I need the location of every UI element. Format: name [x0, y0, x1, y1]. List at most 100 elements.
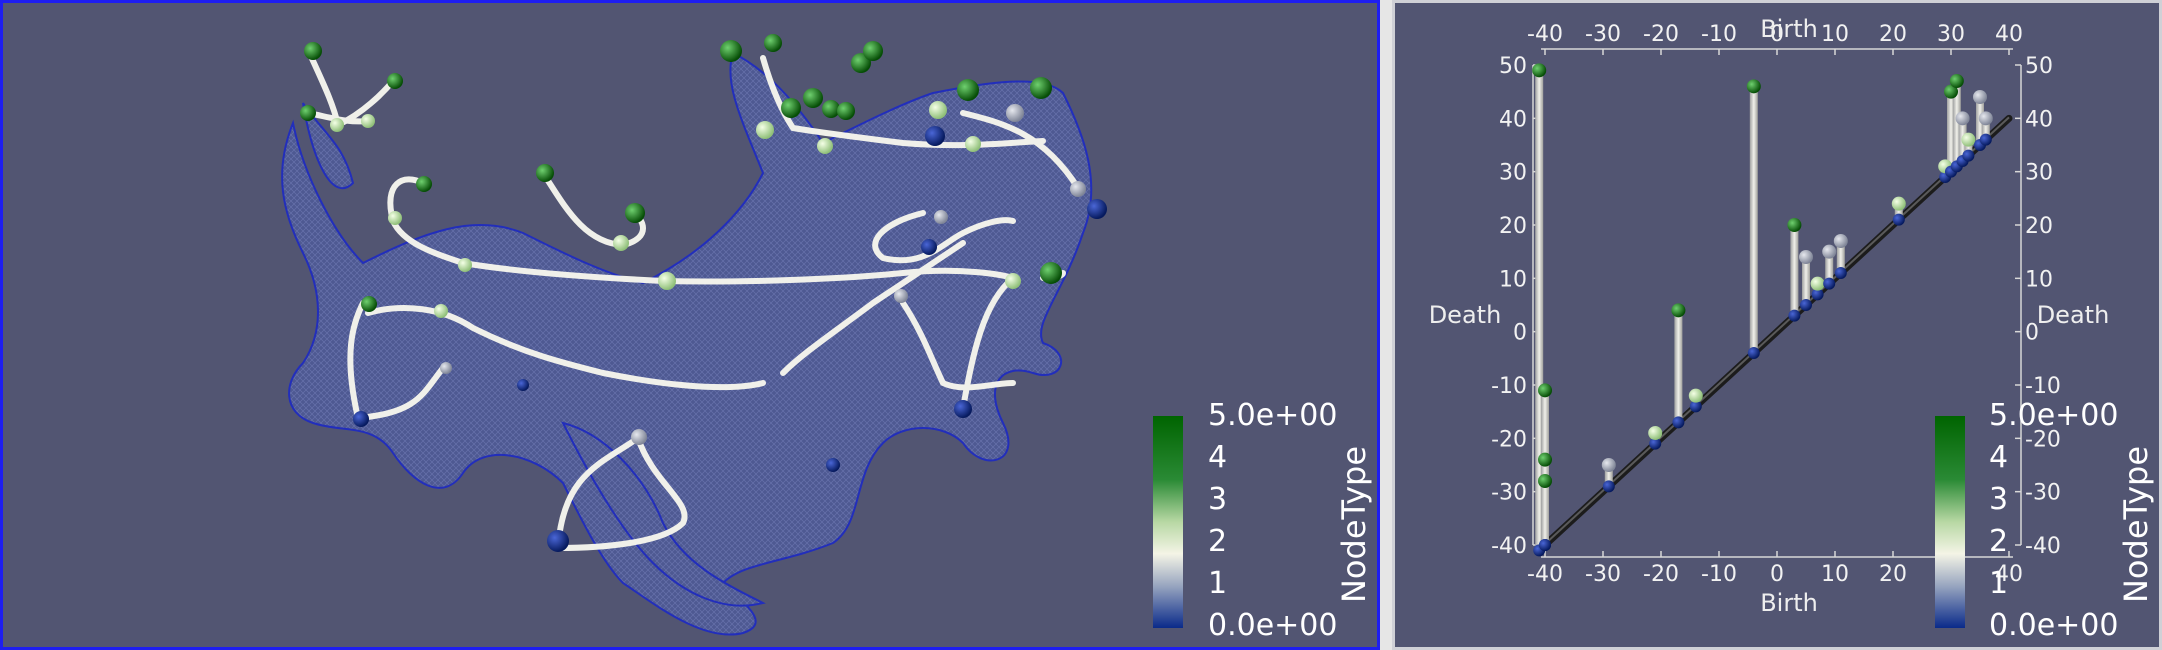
persistence-bar	[1749, 86, 1758, 353]
node-sphere	[330, 118, 344, 132]
y-tick-label-right: 10	[2025, 267, 2053, 292]
colorbar-max-label: 5.0e+00	[1208, 398, 1337, 433]
persistence-bar	[1825, 251, 1834, 284]
y-tick-label-right: 0	[2025, 321, 2039, 346]
y-tick-label-left: -30	[1491, 481, 1527, 506]
colorbar-title: NodeType	[1335, 446, 1373, 603]
y-tick-label-right: -30	[2025, 481, 2061, 506]
persistence-bar	[1836, 241, 1845, 273]
colorbar-tick-label: 4	[1208, 440, 1227, 475]
death-point	[1955, 111, 1970, 126]
node-sphere	[361, 296, 377, 312]
colorbar-right: 5.0e+00 4 3 2 1 0.0e+00 NodeType	[1935, 398, 2155, 643]
colorbar-tick-label: 4	[1989, 440, 2008, 475]
birth-point	[1892, 213, 1905, 226]
node-sphere	[929, 101, 947, 119]
death-point	[1601, 458, 1616, 472]
death-point	[1961, 132, 1976, 147]
diagonal-highlight	[1544, 116, 2010, 545]
node-sphere	[1005, 273, 1021, 289]
node-sphere	[934, 210, 948, 224]
persistence-bar	[1674, 310, 1683, 423]
death-point	[1891, 196, 1906, 211]
node-sphere	[921, 239, 937, 255]
x-axis-title-bottom: Birth	[1760, 589, 1818, 617]
node-sphere	[1030, 77, 1052, 99]
x-tick-label-bottom: -30	[1585, 562, 1621, 587]
node-sphere	[300, 105, 316, 121]
y-tick-label-right: 40	[2025, 107, 2053, 132]
node-sphere	[756, 121, 774, 139]
persistence-bar	[1541, 481, 1549, 545]
x-tick-label-bottom: -10	[1701, 562, 1737, 587]
colorbar-tick-label: 3	[1208, 482, 1227, 517]
render-view-persistence-diagram[interactable]: -40-40-30-30-20-20-10-100010102020303040…	[1392, 0, 2162, 650]
y-tick-label-left: -40	[1491, 534, 1527, 559]
node-sphere	[894, 289, 908, 303]
node-sphere	[957, 79, 979, 101]
node-sphere	[837, 102, 855, 120]
death-point	[1810, 276, 1825, 291]
persistence-bar	[1894, 203, 1903, 220]
persistence-diagram: -40-40-30-30-20-20-10-100010102020303040…	[1429, 15, 2155, 643]
death-point	[1949, 74, 1964, 88]
node-sphere	[353, 411, 369, 427]
node-sphere	[1070, 181, 1086, 197]
y-tick-label-left: -10	[1491, 374, 1527, 399]
colorbar-title: NodeType	[2117, 446, 2155, 603]
death-point	[1833, 234, 1848, 248]
node-sphere	[631, 429, 647, 445]
death-point	[1538, 383, 1552, 398]
y-tick-label-right: -10	[2025, 374, 2061, 399]
colorbar-gradient	[1935, 416, 1965, 628]
colorbar-tick-label: 3	[1989, 482, 2008, 517]
colorbar-tick-label: 1	[1208, 566, 1227, 601]
death-point	[1538, 452, 1552, 467]
node-sphere	[536, 164, 554, 182]
node-sphere	[826, 458, 840, 472]
colorbar-min-label: 0.0e+00	[1208, 608, 1337, 643]
y-tick-label-left: 20	[1499, 214, 1527, 239]
death-point	[1822, 244, 1837, 259]
y-tick-label-left: 0	[1513, 321, 1527, 346]
death-point	[1648, 426, 1663, 440]
birth-point	[1539, 539, 1551, 551]
y-axis-title-right: Death	[2037, 301, 2110, 329]
persistence-bar	[1952, 81, 1961, 167]
mesh-render: 5.0e+00 4 3 2 1 0.0e+00 NodeType	[281, 34, 1373, 643]
persistence-bar	[1535, 70, 1544, 551]
birth-point	[1602, 480, 1615, 493]
birth-point	[1811, 288, 1824, 301]
birth-point	[1672, 416, 1685, 429]
node-sphere	[1006, 104, 1024, 122]
x-tick-label-top: 40	[1995, 22, 2023, 47]
death-point	[1532, 63, 1547, 78]
node-sphere	[613, 235, 629, 251]
node-sphere	[658, 272, 676, 290]
colorbar-tick-label: 2	[1208, 524, 1227, 559]
death-point	[1944, 84, 1958, 99]
death-point	[1787, 218, 1802, 232]
persistence-bar	[1604, 465, 1613, 487]
y-tick-label-right: 50	[2025, 54, 2053, 79]
node-sphere	[781, 98, 801, 118]
x-axis-title-top: Birth	[1760, 15, 1818, 43]
x-tick-label-top: -20	[1643, 22, 1679, 47]
death-point	[1978, 111, 1993, 126]
birth-point	[1788, 309, 1801, 322]
node-sphere	[625, 203, 645, 223]
persistence-bar	[1981, 118, 1990, 140]
x-tick-label-bottom: 20	[1879, 562, 1907, 587]
node-sphere	[925, 126, 945, 146]
death-point	[1799, 250, 1813, 264]
persistence-bar	[1790, 225, 1799, 316]
colorbar-max-label: 5.0e+00	[1989, 398, 2118, 433]
colorbar-left: 5.0e+00 4 3 2 1 0.0e+00 NodeType	[1153, 398, 1373, 643]
colorbar-tick-label: 1	[1989, 566, 2008, 601]
death-point	[1746, 79, 1761, 94]
birth-point	[1962, 149, 1975, 162]
birth-point	[1834, 267, 1847, 279]
node-sphere	[822, 100, 840, 118]
node-sphere	[720, 40, 742, 62]
render-view-3d[interactable]: 5.0e+00 4 3 2 1 0.0e+00 NodeType	[0, 0, 1380, 650]
